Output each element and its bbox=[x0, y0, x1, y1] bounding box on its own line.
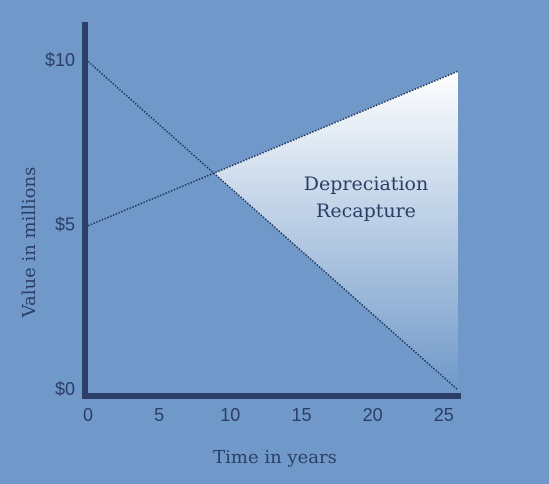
x-tick-label: 20 bbox=[363, 405, 383, 425]
x-tick-label: 0 bbox=[83, 405, 93, 425]
x-tick-label: 25 bbox=[434, 405, 454, 425]
x-tick-label: 10 bbox=[220, 405, 240, 425]
y-axis-title: Value in millions bbox=[19, 167, 40, 319]
line bbox=[87, 60, 459, 391]
annotation: Depreciation bbox=[304, 173, 428, 195]
x-tick-label: 15 bbox=[291, 405, 311, 425]
x-axis-title: Time in years bbox=[213, 447, 337, 468]
annotation: Recapture bbox=[316, 200, 416, 222]
y-tick-label: $10 bbox=[45, 50, 75, 70]
y-tick-label: $0 bbox=[55, 379, 75, 399]
recapture-area bbox=[213, 71, 458, 391]
x-tick-label: 5 bbox=[154, 405, 164, 425]
line bbox=[87, 70, 459, 227]
y-tick-label: $5 bbox=[55, 214, 75, 234]
